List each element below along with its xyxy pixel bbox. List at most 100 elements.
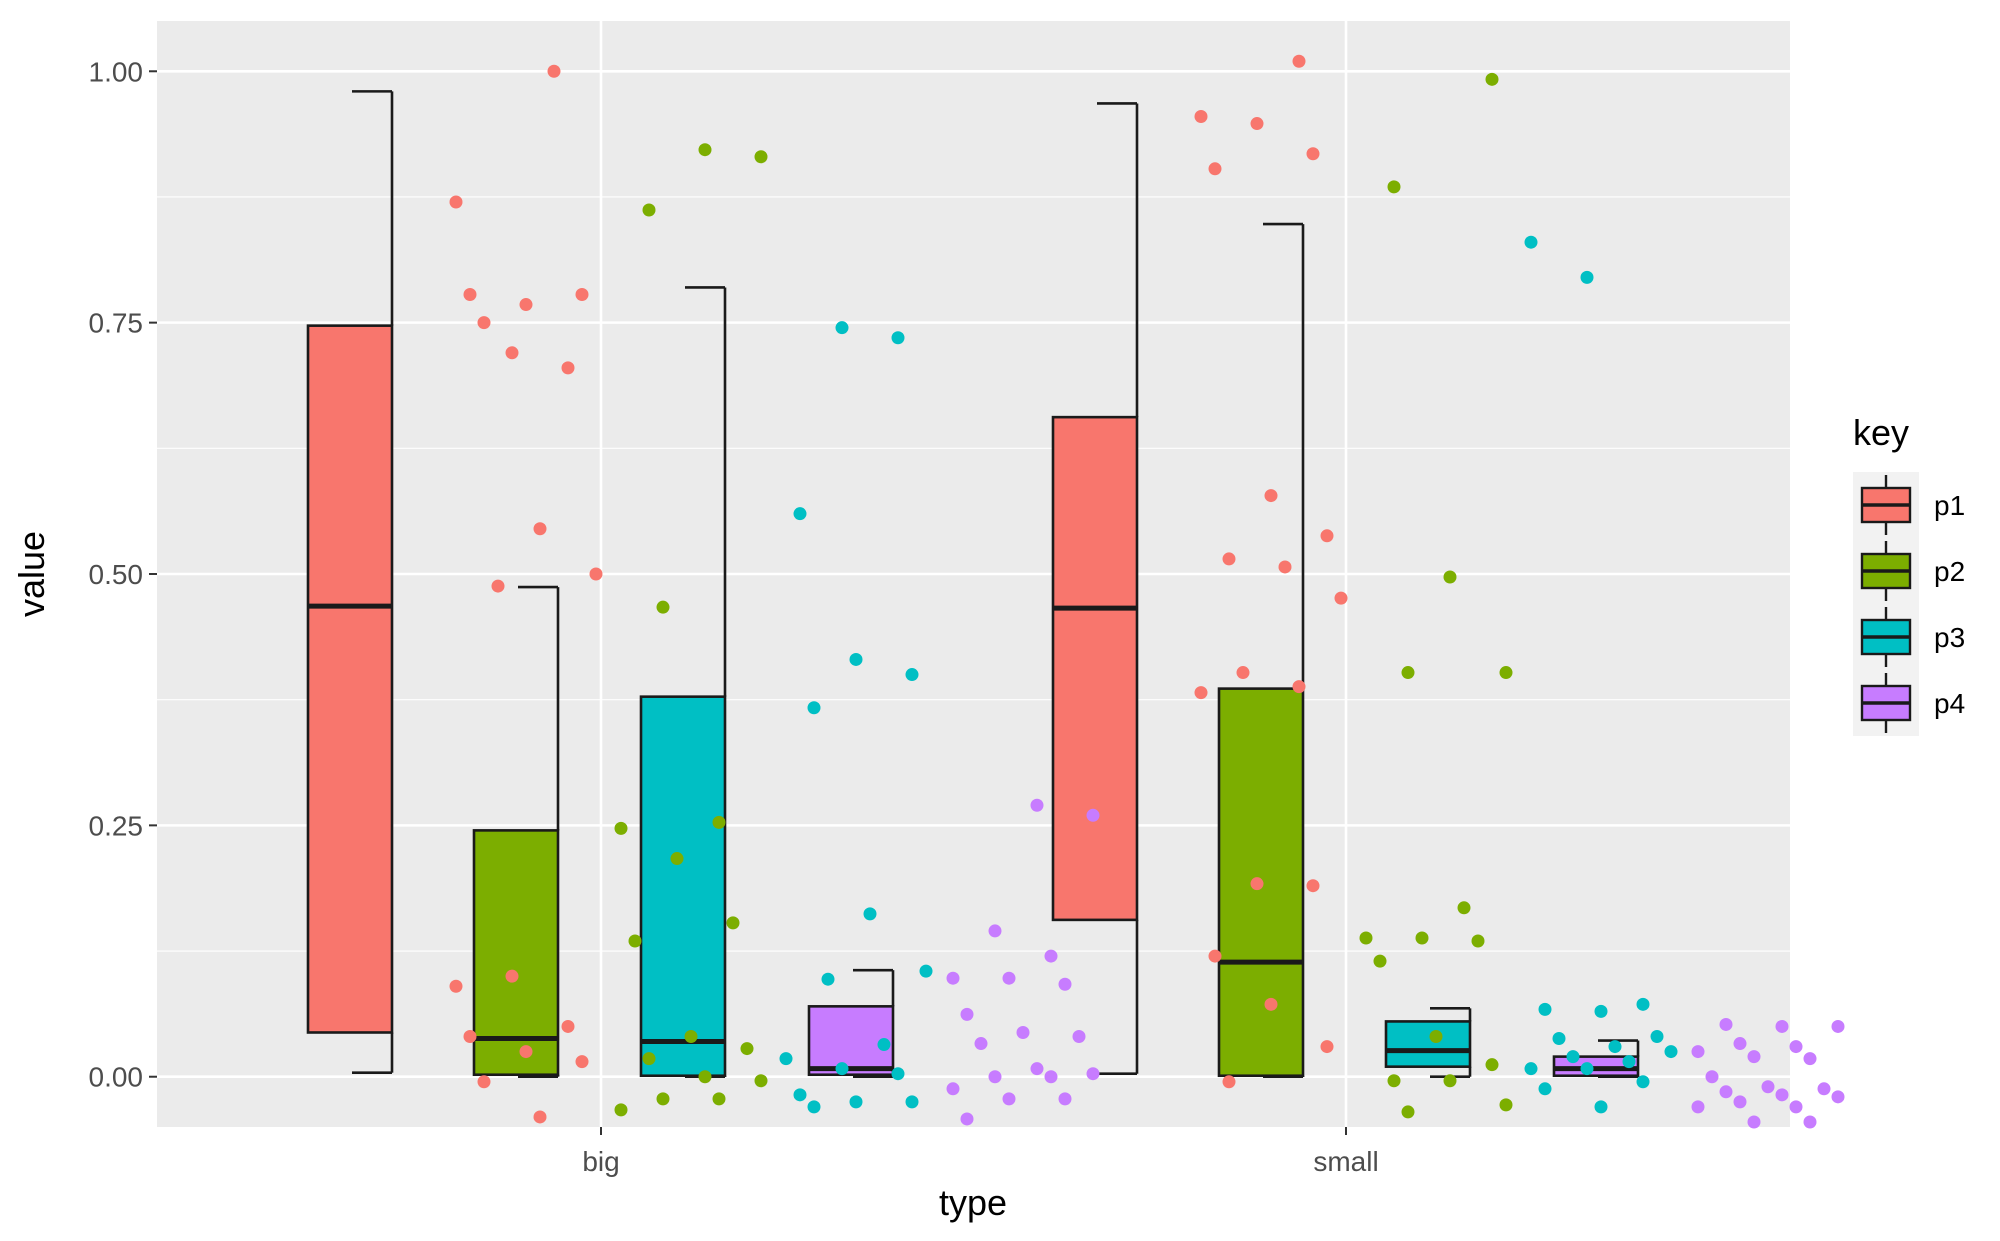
data-point-p4	[1733, 1095, 1747, 1109]
data-point-p4	[1789, 1100, 1803, 1114]
data-point-p1	[1194, 110, 1208, 124]
data-point-p1	[1250, 877, 1264, 891]
data-point-p4	[1747, 1050, 1761, 1064]
y-tick-label: 0.25	[89, 810, 144, 841]
y-tick-label: 1.00	[89, 56, 144, 87]
data-point-p3	[793, 507, 807, 521]
data-point-p2	[1415, 931, 1429, 945]
box-p3-big	[639, 286, 727, 1079]
data-point-p3	[919, 964, 933, 978]
box-p1-small	[1051, 102, 1139, 1076]
data-point-p4	[974, 1037, 988, 1051]
data-point-p1	[533, 522, 547, 536]
box-body	[1384, 1020, 1472, 1068]
data-point-p1	[1292, 54, 1306, 68]
data-point-p1	[575, 1055, 589, 1069]
data-point-p2	[698, 1070, 712, 1084]
data-point-p2	[1401, 666, 1415, 680]
data-point-p2	[712, 815, 726, 829]
data-point-p2	[698, 143, 712, 157]
data-point-p3	[877, 1038, 891, 1052]
data-point-p3	[835, 321, 849, 335]
data-point-p1	[1292, 680, 1306, 694]
data-point-p4	[946, 1082, 960, 1096]
data-point-p2	[1443, 1074, 1457, 1088]
data-point-p3	[1580, 270, 1594, 284]
data-point-p4	[1086, 1067, 1100, 1081]
x-axis-title: type	[939, 1182, 1007, 1223]
data-point-p4	[1803, 1052, 1817, 1066]
data-point-p1	[1306, 147, 1320, 161]
x-tick-label: big	[582, 1146, 619, 1177]
data-point-p4	[1775, 1088, 1789, 1102]
data-point-p2	[712, 1092, 726, 1106]
legend-key-p4: p4	[1860, 673, 1965, 733]
data-point-p4	[1044, 949, 1058, 963]
data-point-p2	[628, 934, 642, 948]
data-point-p1	[477, 316, 491, 330]
y-tick-label: 0.50	[89, 559, 144, 590]
y-tick-label: 0.75	[89, 308, 144, 339]
data-point-p2	[1373, 954, 1387, 968]
data-point-p1	[1250, 117, 1264, 131]
data-point-p1	[463, 1030, 477, 1044]
data-point-p2	[754, 150, 768, 164]
data-point-p4	[1002, 1092, 1016, 1106]
data-point-p2	[1387, 180, 1401, 194]
data-point-p1	[1334, 591, 1348, 605]
data-point-p1	[533, 1110, 547, 1124]
data-point-p4	[1016, 1025, 1030, 1039]
y-axis-title: value	[11, 531, 52, 617]
data-point-p1	[1306, 879, 1320, 893]
data-point-p1	[1320, 529, 1334, 543]
y-tick-label: 0.00	[89, 1062, 144, 1093]
data-point-p2	[1401, 1105, 1415, 1119]
data-point-p1	[1208, 162, 1222, 176]
data-point-p2	[1499, 666, 1513, 680]
data-point-p3	[849, 652, 863, 666]
boxes	[306, 90, 1640, 1079]
data-point-p4	[1747, 1115, 1761, 1129]
data-point-p4	[1058, 977, 1072, 991]
data-point-p3	[1538, 1002, 1552, 1016]
data-point-p3	[779, 1052, 793, 1066]
data-point-p2	[614, 821, 628, 835]
data-point-p1	[505, 346, 519, 360]
data-point-p2	[740, 1042, 754, 1056]
data-point-p4	[1817, 1082, 1831, 1096]
data-point-p4	[1789, 1040, 1803, 1054]
data-point-p1	[589, 567, 603, 581]
data-point-p4	[1719, 1017, 1733, 1031]
data-point-p1	[575, 287, 589, 301]
legend-label-p2: p2	[1934, 556, 1965, 587]
legend-title: key	[1853, 412, 1909, 453]
data-point-p3	[1580, 1062, 1594, 1076]
data-point-p4	[1775, 1019, 1789, 1033]
data-point-p3	[1594, 1100, 1608, 1114]
data-point-p1	[463, 287, 477, 301]
data-point-p4	[1072, 1030, 1086, 1044]
data-point-p3	[793, 1088, 807, 1102]
data-point-p2	[656, 1092, 670, 1106]
data-point-p4	[1691, 1045, 1705, 1059]
data-point-p3	[863, 907, 877, 921]
data-point-p4	[1761, 1080, 1775, 1094]
legend-label-p1: p1	[1934, 490, 1965, 521]
box-p1-big	[306, 90, 394, 1075]
data-point-p4	[1044, 1070, 1058, 1084]
data-point-p1	[1222, 552, 1236, 566]
data-point-p4	[1002, 971, 1016, 985]
data-point-p1	[519, 298, 533, 312]
data-point-p2	[1457, 901, 1471, 915]
data-point-p1	[1264, 997, 1278, 1011]
data-point-p4	[946, 971, 960, 985]
data-point-p4	[1831, 1019, 1845, 1033]
data-point-p4	[1803, 1115, 1817, 1129]
data-point-p1	[449, 979, 463, 993]
data-point-p1	[449, 195, 463, 209]
box-body	[472, 829, 560, 1077]
data-point-p4	[1705, 1070, 1719, 1084]
data-point-p4	[1086, 808, 1100, 822]
